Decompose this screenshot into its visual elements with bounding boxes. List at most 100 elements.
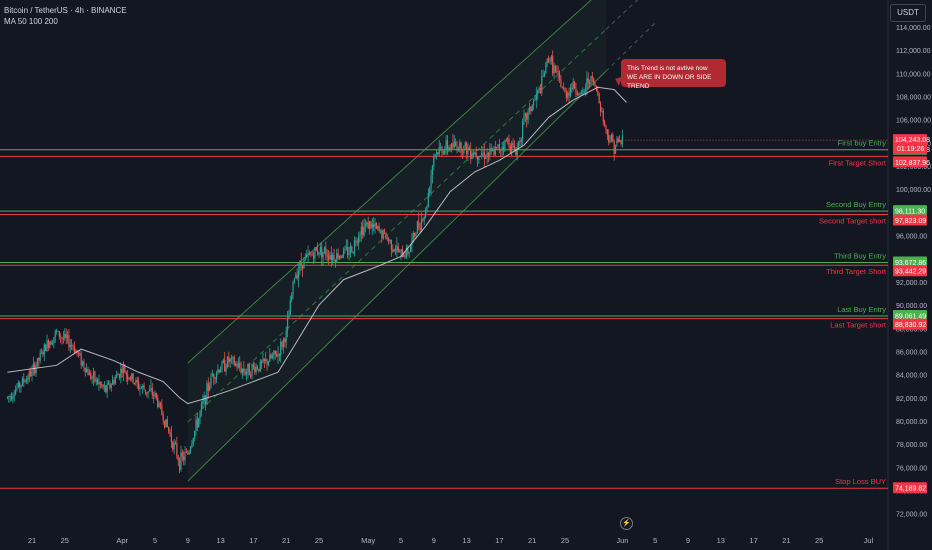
- lightning-icon[interactable]: ⚡: [620, 517, 633, 530]
- candle-body: [310, 254, 312, 256]
- candle-body: [415, 233, 417, 236]
- candle-body: [490, 148, 492, 152]
- candle-body: [571, 87, 573, 89]
- candle-body: [51, 343, 54, 345]
- x-tick-label: 17: [249, 536, 257, 545]
- y-tick-label: 90,000.00: [896, 303, 927, 310]
- candle-body: [545, 62, 547, 74]
- symbol-title[interactable]: Bitcoin / TetherUS · 4h · BINANCE: [4, 6, 127, 15]
- candle-body: [590, 76, 592, 84]
- candle-body: [360, 226, 362, 235]
- candle-body: [371, 224, 373, 229]
- candle-body: [485, 157, 487, 159]
- candle-body: [472, 153, 475, 155]
- candle-body: [526, 113, 528, 120]
- candle-body: [591, 76, 593, 79]
- candle-body: [476, 155, 479, 160]
- currency-button[interactable]: USDT: [890, 4, 926, 22]
- candle-body: [46, 340, 48, 352]
- candle-body: [351, 246, 353, 253]
- current-price-label: 104,243.08: [895, 137, 930, 144]
- level-price-tag: [893, 205, 927, 217]
- level-price-label: 97,823.09: [895, 218, 926, 225]
- candle-body: [92, 371, 95, 378]
- y-tick-label: 102,000.00: [896, 164, 931, 171]
- indicator-legend[interactable]: MA 50 100 200: [4, 17, 58, 26]
- candle-body: [132, 373, 134, 384]
- candle-body: [426, 205, 428, 210]
- candle-body: [594, 84, 596, 86]
- candle-body: [202, 401, 204, 404]
- candle-body: [517, 141, 520, 147]
- candle-body: [88, 372, 90, 376]
- candle-body: [384, 230, 386, 233]
- candle-body: [228, 357, 230, 362]
- level-price-tag: [893, 214, 927, 226]
- candle-body: [237, 363, 239, 368]
- candle-body: [456, 145, 458, 151]
- candle-body: [43, 344, 45, 355]
- candle-body: [494, 146, 496, 155]
- candle-body: [535, 93, 537, 100]
- candle-body: [259, 361, 261, 372]
- candle-body: [113, 379, 115, 384]
- candle-body: [106, 384, 108, 393]
- candle-body: [306, 254, 308, 257]
- candle-body: [467, 147, 469, 155]
- candle-body: [516, 146, 518, 156]
- level-label: First buy Entry: [838, 139, 887, 148]
- candle-body: [153, 395, 155, 397]
- candle-body: [323, 247, 326, 252]
- candle-body: [277, 353, 279, 357]
- candle-body: [558, 72, 561, 79]
- candle-body: [450, 143, 453, 150]
- candle-body: [187, 452, 189, 455]
- level-label: Stop Loss BUY: [835, 477, 886, 486]
- candle-body: [374, 223, 376, 227]
- candle-body: [302, 264, 304, 269]
- candle-body: [71, 345, 73, 346]
- candle-body: [531, 105, 533, 112]
- candle-body: [508, 138, 510, 147]
- candle-body: [565, 92, 567, 98]
- candle-body: [220, 370, 222, 373]
- candle-body: [554, 65, 557, 72]
- x-tick-label: 21: [28, 536, 36, 545]
- candle-body: [169, 431, 171, 435]
- candle-body: [605, 125, 607, 130]
- candle-body: [204, 395, 207, 405]
- level-price-tag: [893, 318, 927, 330]
- candle-body: [434, 154, 436, 156]
- candle-body: [423, 216, 425, 221]
- candle-body: [254, 367, 256, 373]
- candle-body: [319, 247, 321, 253]
- candle-body: [349, 246, 352, 254]
- candle-body: [97, 379, 99, 385]
- candle-body: [99, 382, 101, 385]
- candle-body: [584, 88, 587, 90]
- candle-body: [135, 380, 137, 384]
- candle-body: [609, 140, 611, 143]
- candle-body: [412, 233, 414, 239]
- candle-body: [155, 392, 157, 398]
- candle-body: [438, 147, 440, 155]
- x-tick-label: 25: [61, 536, 69, 545]
- candle-body: [236, 363, 238, 368]
- candle-body: [549, 60, 551, 62]
- candle-body: [483, 152, 485, 159]
- candle-body: [303, 257, 305, 269]
- annotation-callout[interactable]: This Trend is not avtive now WE ARE IN D…: [621, 59, 726, 90]
- candle-body: [21, 378, 24, 386]
- channel-lower-line: [187, 70, 607, 482]
- candle-body: [512, 143, 514, 146]
- x-tick-label: 13: [462, 536, 470, 545]
- candle-body: [56, 330, 58, 332]
- candle-body: [307, 253, 309, 255]
- level-price-label: 98,111.30: [895, 209, 925, 216]
- candle-body: [60, 336, 62, 338]
- candle-body: [151, 387, 153, 396]
- candle-body: [548, 58, 550, 62]
- candle-body: [345, 247, 347, 249]
- candle-body: [207, 383, 209, 391]
